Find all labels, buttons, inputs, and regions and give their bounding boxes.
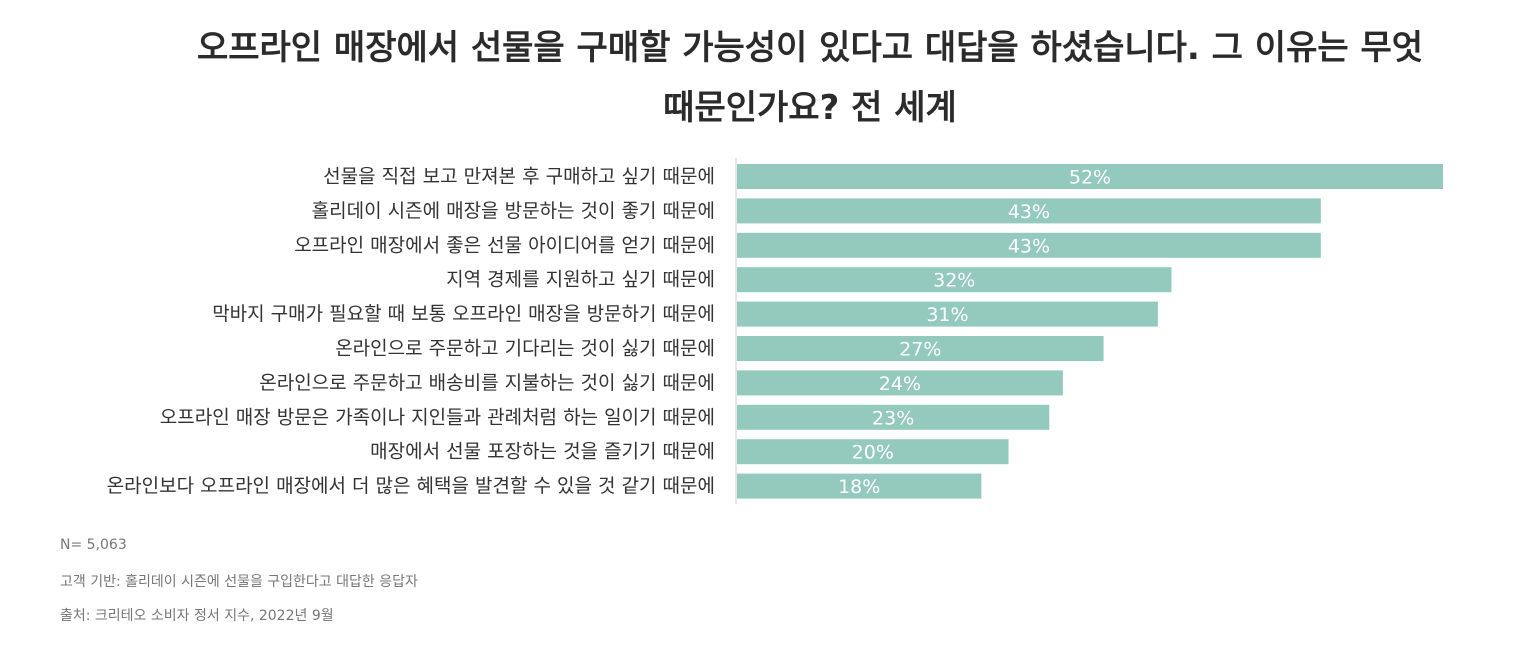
category-label-8: 오프라인 매장 방문은 가족이나 지인들과 관례처럼 하는 일이기 때문에 bbox=[160, 406, 715, 428]
value-label-8: 23% bbox=[872, 407, 914, 429]
category-label-10: 온라인보다 오프라인 매장에서 더 많은 혜택을 발견할 수 있을 것 같기 때… bbox=[107, 475, 715, 497]
sample-size-note: N= 5,063 bbox=[60, 537, 127, 553]
bar-6 bbox=[737, 336, 1104, 361]
category-label-9: 매장에서 선물 포장하는 것을 즐기기 때문에 bbox=[370, 441, 715, 463]
value-label-10: 18% bbox=[838, 476, 880, 498]
category-label-3: 오프라인 매장에서 좋은 선물 아이디어를 얻기 때문에 bbox=[294, 234, 715, 256]
chart-title: 오프라인 매장에서 선물을 구매할 가능성이 있다고 대답을 하셨습니다. 그 … bbox=[196, 28, 1424, 128]
bar-4 bbox=[737, 267, 1172, 293]
value-label-4: 32% bbox=[933, 270, 975, 292]
value-label-6: 27% bbox=[899, 339, 941, 361]
value-label-1: 52% bbox=[1069, 167, 1111, 189]
value-label-9: 20% bbox=[852, 442, 894, 464]
bar-8 bbox=[737, 404, 1050, 430]
category-label-4: 지역 경제를 지원하고 싶기 때문에 bbox=[446, 269, 715, 291]
value-label-2: 43% bbox=[1008, 201, 1050, 223]
bar-chart: 선물을 직접 보고 만져본 후 구매하고 싶기 때문에 52% 홀리데이 시즌에 매… bbox=[107, 158, 1443, 504]
value-label-5: 31% bbox=[926, 304, 968, 326]
bar-1 bbox=[737, 164, 1443, 189]
source-note: 출처: 크리테오 소비자 정서 지수, 2022년 9월 bbox=[60, 608, 334, 624]
category-label-2: 홀리데이 시즌에 매장을 방문하는 것이 좋기 때문에 bbox=[312, 200, 715, 222]
bar-10 bbox=[737, 473, 982, 499]
base-note: 고객 기반: 홀리데이 시즌에 선물을 구입한다고 대답한 응답자 bbox=[60, 574, 418, 590]
bar-5 bbox=[737, 301, 1158, 327]
bar-9 bbox=[737, 439, 1009, 465]
category-label-7: 온라인으로 주문하고 배송비를 지불하는 것이 싫기 때문에 bbox=[259, 372, 715, 394]
bar-3 bbox=[737, 232, 1321, 258]
value-label-3: 43% bbox=[1008, 235, 1050, 257]
bar-2 bbox=[737, 198, 1321, 224]
category-label-1: 선물을 직접 보고 만져본 후 구매하고 싶기 때문에 bbox=[323, 166, 715, 188]
value-label-7: 24% bbox=[879, 373, 921, 395]
category-label-5: 막바지 구매가 필요할 때 보통 오프라인 매장을 방문하기 때문에 bbox=[212, 303, 715, 325]
bar-7 bbox=[737, 370, 1063, 396]
category-label-6: 온라인으로 주문하고 기다리는 것이 싫기 때문에 bbox=[335, 338, 715, 360]
